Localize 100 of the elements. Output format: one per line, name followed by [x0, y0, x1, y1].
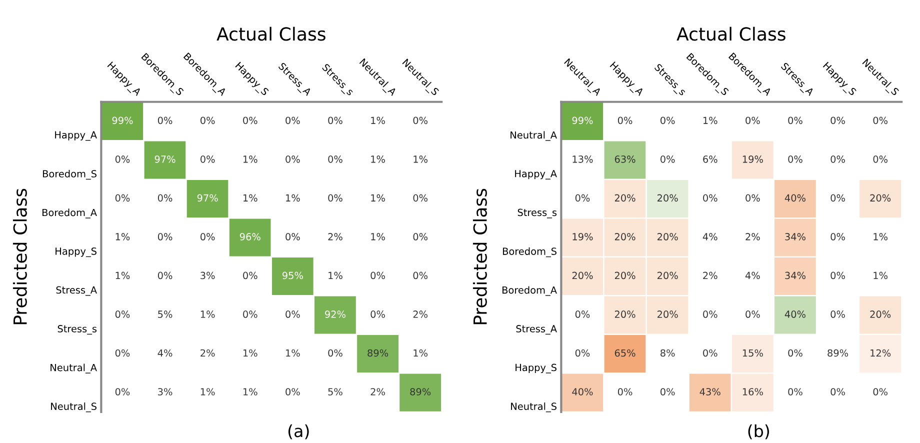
data-label: 0% [618, 388, 632, 396]
data-label: 1% [874, 233, 888, 240]
data-label: 4% [745, 272, 760, 280]
data-label: 1% [200, 310, 215, 318]
data-label: 0% [200, 233, 215, 240]
data-label: 0% [328, 156, 342, 163]
data-label: 0% [830, 116, 845, 124]
data-label: 99% [112, 116, 133, 124]
data-label: 1% [874, 272, 888, 280]
data-label: 0% [115, 388, 130, 396]
y-tick-label: Boredom_S [42, 170, 96, 180]
data-label: 0% [575, 310, 590, 318]
data-label: 0% [158, 194, 172, 202]
data-label: 0% [286, 388, 300, 396]
data-label: 0% [328, 116, 342, 124]
data-label: 20% [657, 272, 678, 280]
data-label: 0% [243, 310, 258, 318]
data-label: 40% [784, 310, 806, 318]
data-label: 20% [657, 194, 678, 202]
data-label: 0% [286, 233, 300, 240]
data-label: 0% [788, 349, 802, 357]
y-tick-label: Happy_S [56, 248, 96, 258]
y-tick-label: Stress_s [58, 325, 97, 335]
data-label: 34% [785, 272, 806, 280]
data-label: 1% [328, 272, 342, 280]
data-label: 12% [870, 349, 891, 357]
y-tick-label: Happy_S [516, 364, 556, 374]
data-label: 2% [746, 233, 760, 240]
text: (b) [748, 424, 769, 440]
data-label: 1% [116, 272, 130, 280]
data-label: 99% [572, 116, 593, 124]
data-label: 3% [158, 388, 172, 396]
data-label: 3% [200, 272, 215, 280]
data-label: 0% [703, 194, 718, 202]
data-label: 89% [410, 388, 431, 396]
data-label: 15% [742, 349, 763, 357]
data-label: 0% [873, 388, 888, 396]
data-label: 0% [703, 349, 718, 357]
data-label: 1% [286, 194, 300, 202]
text: (a) [288, 424, 309, 440]
data-label: 1% [703, 116, 718, 124]
data-label: 0% [660, 116, 675, 124]
data-label: 1% [243, 349, 258, 357]
data-label: 0% [703, 310, 718, 318]
y-tick-label: Happy_A [55, 131, 97, 141]
data-label: 1% [116, 233, 130, 240]
y-tick-label: Happy_A [515, 170, 557, 180]
data-label: 0% [328, 194, 342, 202]
data-label: 0% [158, 272, 172, 280]
data-label: 0% [413, 194, 428, 202]
data-label: 0% [158, 116, 172, 124]
data-label: 20% [657, 233, 678, 240]
data-label: 89% [828, 349, 848, 357]
data-label: 0% [830, 194, 845, 202]
data-label: 4% [702, 233, 718, 240]
data-label: 0% [873, 116, 888, 124]
data-label: 0% [830, 233, 845, 240]
data-label: 19% [742, 156, 763, 163]
data-label: 0% [243, 116, 258, 124]
data-label: 0% [200, 156, 215, 163]
data-label: 89% [368, 349, 388, 357]
data-label: 20% [614, 272, 636, 280]
data-label: 20% [870, 194, 891, 202]
data-label: 0% [413, 233, 428, 240]
data-label: 0% [243, 272, 258, 280]
y-tick-label: Stress_A [56, 286, 97, 296]
data-label: 0% [328, 349, 342, 357]
data-label: 34% [785, 233, 806, 240]
data-label: 97% [197, 194, 218, 202]
data-label: 1% [243, 388, 258, 396]
data-label: 2% [328, 233, 342, 240]
data-label: 20% [657, 310, 678, 318]
data-label: 13% [572, 156, 593, 163]
data-label: 20% [614, 233, 636, 240]
data-label: 20% [572, 272, 593, 280]
x-axis-title: Actual Class [676, 26, 786, 41]
data-label: 20% [614, 194, 636, 202]
data-label: 0% [788, 388, 802, 396]
data-label: 16% [742, 388, 763, 396]
data-label: 40% [572, 388, 593, 396]
data-label: 0% [830, 310, 845, 318]
data-label: 1% [414, 156, 428, 163]
data-label: 20% [614, 310, 636, 318]
data-label: 0% [370, 272, 385, 280]
data-label: 95% [282, 272, 303, 280]
data-label: 0% [115, 156, 130, 163]
x-axis-title: Actual Class [216, 26, 326, 41]
data-label: 65% [614, 349, 636, 357]
data-label: 43% [700, 388, 720, 396]
data-label: 0% [746, 194, 760, 202]
data-label: 0% [115, 194, 130, 202]
data-label: 2% [370, 388, 385, 396]
y-tick-label: Stress_s [518, 208, 557, 218]
data-label: 2% [413, 310, 428, 318]
data-label: 0% [115, 310, 130, 318]
data-label: 2% [703, 272, 718, 280]
data-label: 0% [830, 272, 845, 280]
data-label: 2% [200, 349, 215, 357]
data-label: 6% [703, 156, 718, 163]
data-label: 0% [873, 156, 888, 163]
